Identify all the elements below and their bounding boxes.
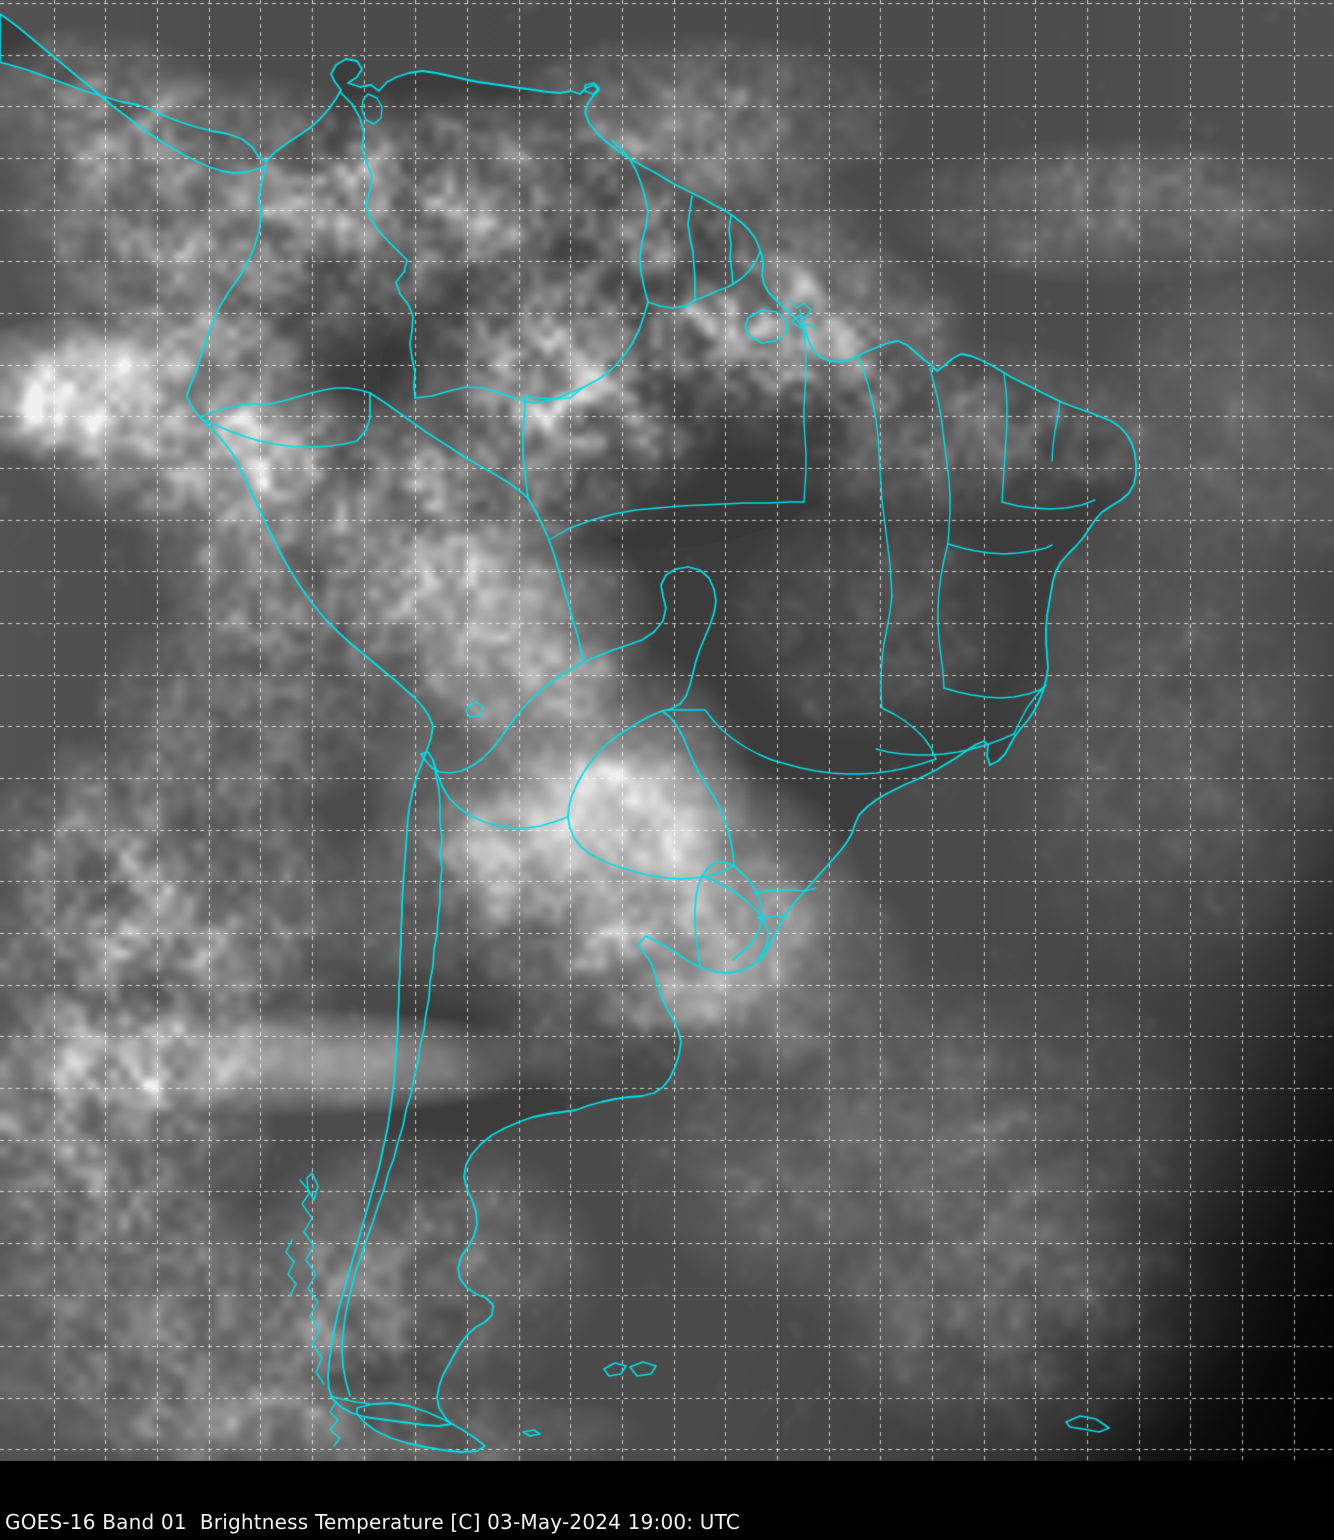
satellite-image xyxy=(0,0,1334,1461)
image-caption: GOES-16 Band 01 Brightness Temperature [… xyxy=(0,1512,740,1540)
caption-bar: GOES-16 Band 01 Brightness Temperature [… xyxy=(0,1461,1334,1540)
goes-satellite-image-viewer: GOES-16 Band 01 Brightness Temperature [… xyxy=(0,0,1334,1540)
